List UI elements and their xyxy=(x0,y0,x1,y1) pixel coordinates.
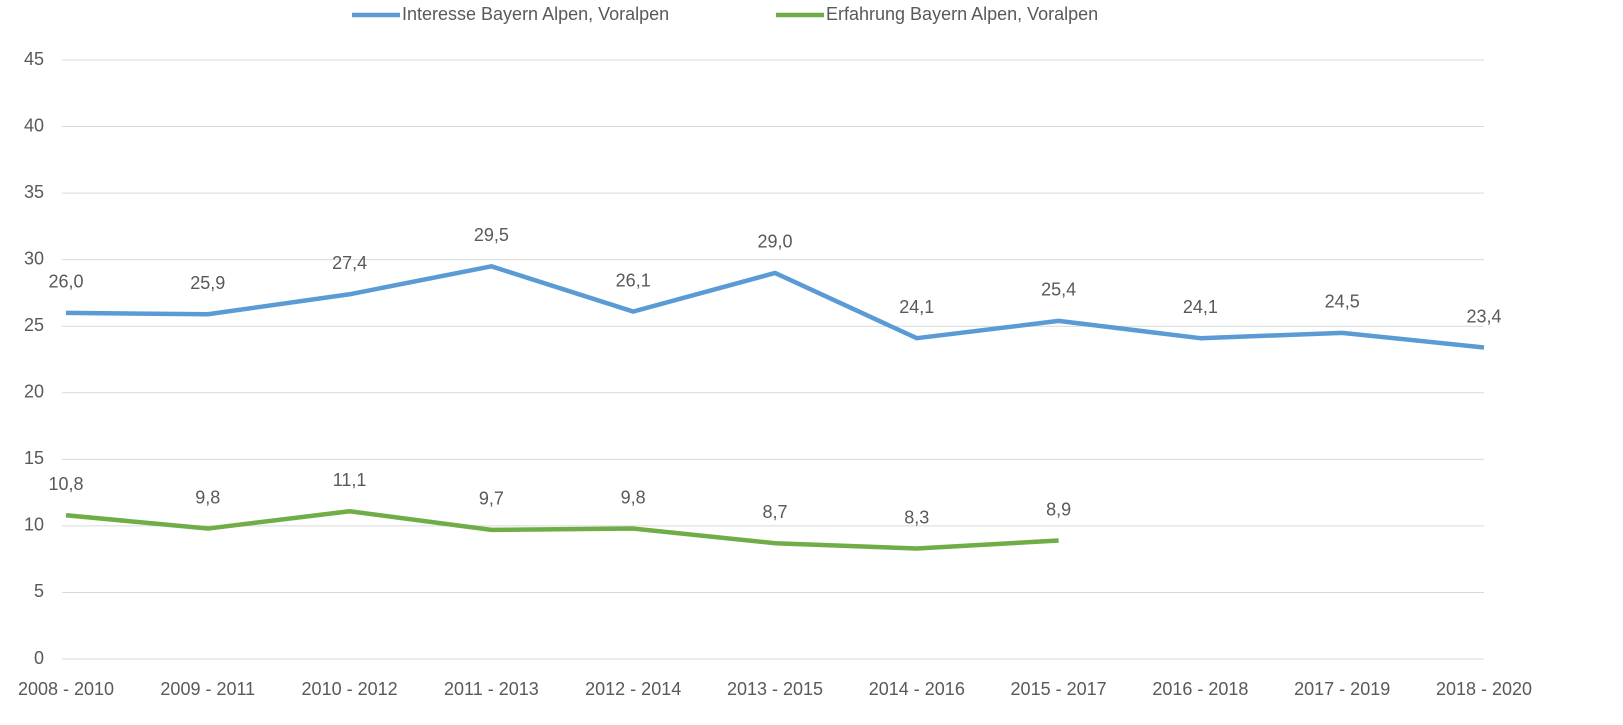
data-label: 9,8 xyxy=(621,487,646,507)
legend-label: Erfahrung Bayern Alpen, Voralpen xyxy=(826,4,1098,24)
x-tick-label: 2011 - 2013 xyxy=(444,679,539,699)
data-label: 10,8 xyxy=(48,474,83,494)
x-tick-label: 2018 - 2020 xyxy=(1436,679,1532,699)
series-line xyxy=(65,264,1485,350)
y-tick-label: 40 xyxy=(24,115,44,135)
y-tick-label: 35 xyxy=(24,182,44,202)
data-label: 8,9 xyxy=(1046,499,1071,519)
data-label: 25,9 xyxy=(190,273,225,293)
data-label: 24,1 xyxy=(899,297,934,317)
y-tick-label: 0 xyxy=(34,648,44,668)
data-label: 29,5 xyxy=(474,225,509,245)
data-label: 25,4 xyxy=(1041,280,1076,300)
data-label: 26,0 xyxy=(48,272,83,292)
y-tick-label: 30 xyxy=(24,248,44,268)
data-label: 9,8 xyxy=(195,487,220,507)
data-label: 27,4 xyxy=(332,253,367,273)
data-label: 26,1 xyxy=(616,270,651,290)
x-tick-label: 2009 - 2011 xyxy=(160,679,255,699)
data-label: 24,5 xyxy=(1325,292,1360,312)
y-tick-label: 10 xyxy=(24,515,44,535)
data-label: 23,4 xyxy=(1466,306,1501,326)
series-line xyxy=(65,508,1059,551)
x-tick-label: 2012 - 2014 xyxy=(585,679,681,699)
x-tick-label: 2014 - 2016 xyxy=(869,679,965,699)
y-tick-label: 5 xyxy=(34,581,44,601)
x-tick-label: 2013 - 2015 xyxy=(727,679,823,699)
data-label: 8,7 xyxy=(762,502,787,522)
x-tick-label: 2008 - 2010 xyxy=(18,679,114,699)
y-tick-label: 45 xyxy=(24,49,44,69)
data-label: 24,1 xyxy=(1183,297,1218,317)
x-tick-label: 2016 - 2018 xyxy=(1152,679,1248,699)
data-label: 29,0 xyxy=(757,232,792,252)
y-tick-label: 20 xyxy=(24,382,44,402)
data-label: 11,1 xyxy=(333,470,367,490)
y-tick-label: 25 xyxy=(24,315,44,335)
x-tick-label: 2015 - 2017 xyxy=(1011,679,1107,699)
x-tick-label: 2010 - 2012 xyxy=(302,679,398,699)
data-label: 9,7 xyxy=(479,489,504,509)
x-tick-label: 2017 - 2019 xyxy=(1294,679,1390,699)
y-tick-label: 15 xyxy=(24,448,44,468)
data-label: 8,3 xyxy=(904,507,929,527)
legend-label: Interesse Bayern Alpen, Voralpen xyxy=(402,4,669,24)
